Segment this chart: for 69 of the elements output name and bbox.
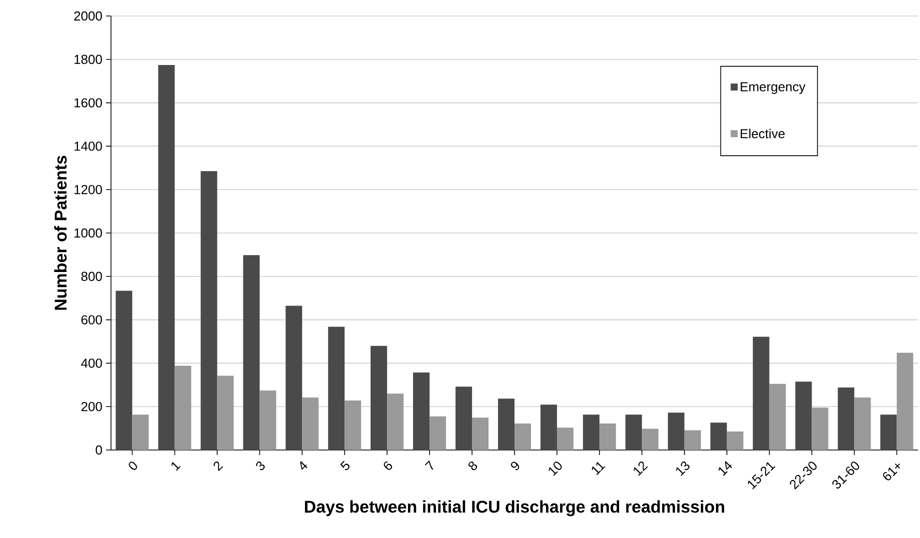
bar — [812, 408, 828, 450]
x-tick-label: 5 — [340, 460, 350, 470]
x-tick-label: 14 — [718, 461, 732, 476]
bar — [286, 306, 302, 450]
x-tick-label: 10 — [548, 462, 562, 476]
y-tick-label: 1800 — [74, 54, 102, 64]
bar — [243, 255, 260, 450]
y-tick-label: 1000 — [74, 228, 102, 238]
bar — [158, 65, 175, 450]
bar — [556, 428, 574, 450]
bar — [344, 400, 362, 450]
bar — [328, 326, 345, 450]
bar — [582, 414, 600, 450]
y-tick-label: 2000 — [74, 11, 102, 21]
y-tick-label: 1200 — [74, 184, 102, 194]
bar — [413, 372, 430, 450]
bar — [456, 386, 472, 450]
y-tick-label: 200 — [81, 402, 102, 412]
y-tick-label: 600 — [81, 315, 102, 324]
x-tick-label: 11 — [592, 462, 606, 476]
x-tick-label: 1 — [172, 462, 181, 471]
y-tick-label: 800 — [81, 272, 102, 281]
bar — [200, 171, 218, 450]
bar — [174, 366, 192, 450]
bar — [132, 414, 149, 450]
x-tick-label: 12 — [634, 462, 648, 476]
bar — [880, 414, 897, 450]
legend-label: Emergency — [740, 82, 806, 94]
x-tick-label: 61+ — [883, 463, 900, 480]
bar — [668, 412, 684, 450]
bar — [642, 428, 658, 450]
bar — [625, 414, 642, 450]
bar — [838, 388, 854, 450]
bar — [370, 346, 388, 450]
bar — [540, 404, 557, 450]
legend-label: Elective — [740, 128, 785, 138]
bar — [217, 376, 234, 450]
x-axis-title: Days between initial ICU discharge and readmission — [304, 500, 724, 516]
bar — [599, 424, 616, 450]
y-tick-label: 400 — [81, 358, 102, 368]
bar — [896, 352, 914, 450]
bar — [769, 384, 786, 450]
x-tick-label: 13 — [676, 462, 690, 476]
x-tick-label: 7 — [424, 460, 434, 470]
x-tick-label: 8 — [468, 462, 478, 470]
y-tick-label: 1600 — [74, 98, 102, 108]
bar — [430, 416, 446, 450]
bar — [514, 424, 532, 450]
bar — [472, 418, 489, 450]
x-tick-label: 2 — [214, 462, 224, 472]
bar — [498, 398, 515, 450]
bar — [710, 422, 727, 450]
x-tick-label: 4 — [300, 461, 308, 470]
y-axis-title: Number of Patients — [54, 156, 67, 310]
bar — [726, 432, 744, 450]
bar — [854, 397, 871, 450]
bar — [116, 290, 132, 450]
bar — [795, 382, 812, 450]
x-tick-label: 0 — [128, 462, 138, 470]
x-tick-label: 6 — [384, 462, 392, 470]
bar — [752, 336, 770, 450]
y-tick-label: 0 — [96, 445, 102, 455]
x-tick-label: 9 — [510, 462, 520, 470]
bar — [260, 390, 276, 450]
bar — [684, 430, 701, 450]
y-tick-label: 1400 — [74, 142, 102, 151]
bar — [387, 394, 404, 450]
x-tick-label: 3 — [256, 462, 265, 470]
bar — [302, 397, 319, 450]
